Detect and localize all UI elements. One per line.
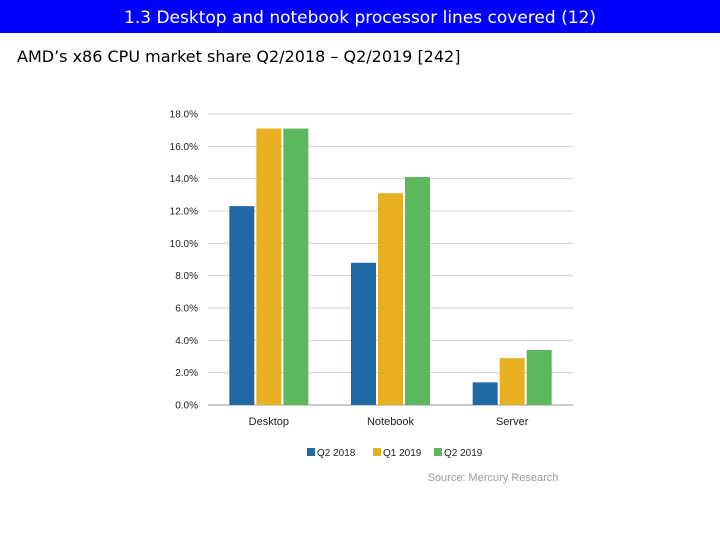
y-tick-label: 8.0% (175, 271, 198, 282)
x-category-label: Notebook (367, 416, 415, 428)
x-category-label: Server (496, 416, 529, 428)
bar-desktop-q2-2019 (283, 128, 309, 406)
x-axis-categories: Desktop Notebook Server (249, 416, 529, 428)
bar-notebook-q2-2018 (351, 262, 376, 405)
bar-desktop-q2-2018 (229, 206, 255, 405)
slide-subtitle: AMD’s x86 CPU market share Q2/2018 – Q2/… (17, 47, 461, 66)
bar-server-q2-2019 (526, 350, 552, 405)
slide-title: 1.3 Desktop and notebook processor lines… (0, 0, 720, 33)
y-tick-label: 0.0% (175, 401, 198, 412)
bars (229, 128, 552, 406)
legend-swatch (307, 448, 315, 456)
bar-server-q1-2019 (499, 358, 525, 405)
bar-notebook-q2-2019 (405, 177, 430, 405)
chart-source: Source: Mercury Research (428, 472, 559, 484)
y-tick-label: 16.0% (170, 142, 198, 153)
y-tick-label: 6.0% (175, 304, 198, 315)
legend-label: Q2 2019 (444, 448, 483, 459)
legend-label: Q1 2019 (383, 448, 422, 459)
bar-desktop-q1-2019 (256, 128, 282, 406)
bar-server-q2-2018 (472, 382, 498, 405)
legend: Q2 2018 Q1 2019 Q2 2019 (307, 448, 483, 459)
legend-label: Q2 2018 (317, 448, 356, 459)
y-tick-label: 2.0% (175, 368, 198, 379)
y-axis-ticks: 0.0% 2.0% 4.0% 6.0% 8.0% 10.0% 12.0% 14.0% 16.0%… (170, 110, 198, 412)
y-tick-label: 14.0% (170, 174, 198, 185)
legend-swatch (373, 448, 381, 456)
x-category-label: Desktop (249, 416, 289, 428)
bar-notebook-q1-2019 (378, 193, 403, 405)
y-tick-label: 10.0% (170, 239, 198, 250)
y-tick-label: 12.0% (170, 207, 198, 218)
legend-swatch (434, 448, 442, 456)
y-tick-label: 4.0% (175, 336, 198, 347)
y-tick-label: 18.0% (170, 110, 198, 121)
